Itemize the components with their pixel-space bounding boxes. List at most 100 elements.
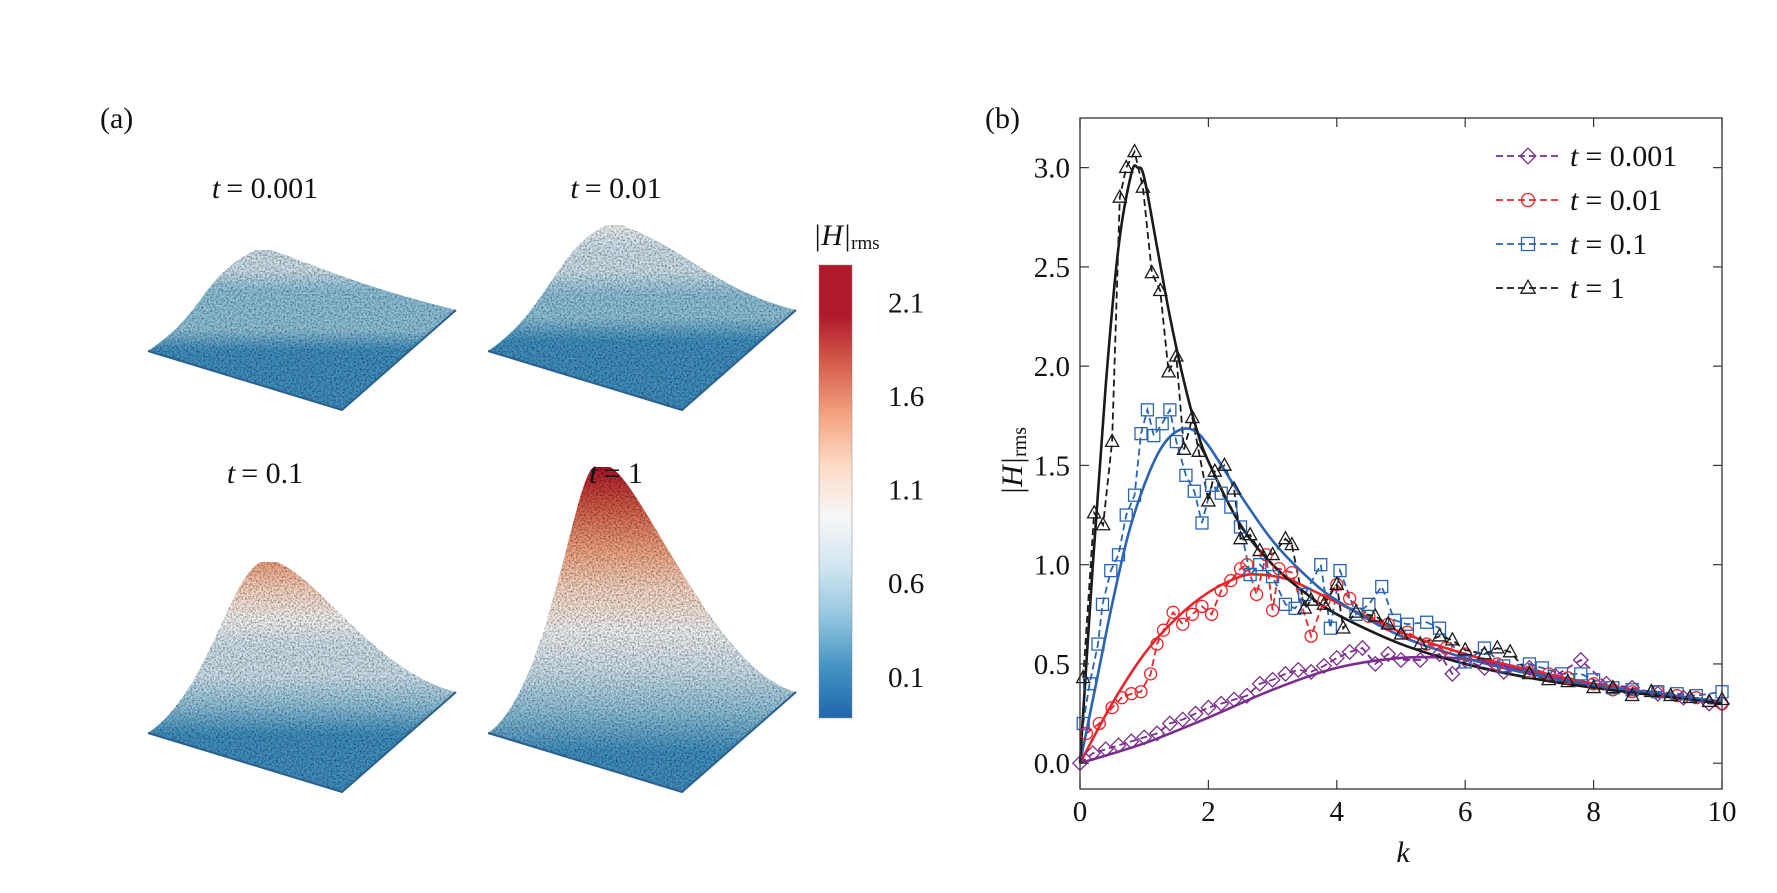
data-point (1277, 530, 1294, 545)
fit-curve-diamond (1079, 655, 1723, 765)
data-point (1095, 597, 1110, 612)
data-point (1625, 683, 1639, 697)
data-point (1323, 621, 1338, 635)
data-point (1179, 468, 1193, 482)
legend-marker-diamond (1519, 147, 1537, 165)
data-point (1184, 409, 1201, 424)
surface-mesh (148, 250, 456, 410)
surface-edge (147, 691, 457, 794)
surface-mesh (148, 562, 456, 792)
data-point (1264, 671, 1281, 688)
legend-label: t = 0.01 (1570, 184, 1662, 217)
data-point (1701, 695, 1718, 712)
x-axis-label: k (1396, 836, 1410, 869)
data-point (1240, 558, 1254, 572)
data-point (1444, 631, 1461, 646)
data-point (1176, 440, 1192, 455)
data-point (1110, 737, 1127, 754)
surface-plot (147, 562, 457, 794)
data-point (1651, 685, 1665, 699)
fit-curve-circle (1078, 572, 1723, 764)
data-point (1265, 603, 1280, 617)
data-point (1076, 716, 1090, 731)
legend-label-value: = 0.01 (1585, 184, 1662, 217)
colorbar-tick-label: 0.1 (888, 662, 924, 694)
data-point (1375, 579, 1389, 594)
data-point (1253, 558, 1267, 572)
data-point (1277, 665, 1294, 682)
data-point (1166, 605, 1180, 619)
data-point (1264, 546, 1281, 561)
panel-b: (b) 0 2 4 6 8 10 0.0 0.5 1.0 1.5 2.0 2.5 3.0 k |H|rm… (985, 102, 1737, 869)
data-point (1586, 673, 1601, 687)
surface-title-variable: t (227, 457, 236, 490)
data-point (1148, 725, 1166, 742)
legend-marker-triangle (1519, 278, 1537, 294)
colorbar-tick-label: 1.6 (888, 381, 924, 413)
data-point (1420, 615, 1434, 629)
data-point (1489, 639, 1505, 654)
plot-frame (1079, 117, 1723, 790)
surface-edge (487, 691, 797, 794)
data-point (1136, 729, 1153, 746)
x-tick-label: 8 (1586, 796, 1601, 828)
data-point (1624, 687, 1640, 702)
surface-title: t = 1 (589, 457, 643, 490)
data-point (1134, 685, 1148, 699)
y-tick-label: 1.5 (1034, 450, 1070, 482)
fit-curve-square (1078, 427, 1723, 764)
data-point (1476, 659, 1493, 677)
surface-title: t = 0.01 (570, 172, 661, 205)
data-point (1420, 637, 1434, 651)
data-point (1147, 428, 1161, 443)
data-point (1522, 657, 1537, 671)
panel-a: (a) t = 0.001 t = 0.01t = 0.1 t = 1 |H|rms 2.1… (100, 102, 924, 794)
data-point (1367, 607, 1384, 622)
axis-ticks: 0 2 4 6 8 10 0.0 0.5 1.0 1.5 2.0 2.5 3.0 (1034, 118, 1737, 828)
surface-title-value: = 1 (603, 457, 642, 490)
data-point (1200, 492, 1217, 507)
y-axis-label-main: |H| (996, 457, 1029, 495)
y-tick-label: 0.5 (1034, 649, 1070, 681)
data-line-square (1082, 406, 1723, 724)
data-point (1249, 587, 1264, 602)
data-point (1224, 573, 1238, 588)
colorbar-label-main: |H| (813, 219, 851, 252)
data-point (1316, 595, 1332, 610)
data-point (1123, 733, 1140, 750)
data-point (1342, 591, 1357, 606)
y-axis-label: |H|rms (996, 427, 1031, 495)
data-point (1278, 597, 1293, 612)
data-point (1105, 700, 1119, 715)
data-point (1303, 663, 1320, 680)
data-point (1335, 619, 1351, 634)
data-point (1662, 687, 1679, 702)
data-point (1367, 655, 1384, 673)
data-point (1458, 655, 1472, 669)
data-point (1304, 629, 1318, 643)
data-point (1092, 716, 1106, 731)
data-point (1124, 687, 1139, 701)
data-point (1362, 597, 1376, 612)
surface-title: t = 0.1 (227, 457, 303, 490)
surface-title-variable: t (589, 457, 598, 490)
data-point (1535, 661, 1549, 675)
surface-title-variable: t (570, 172, 579, 205)
colorbar-tick-label: 0.6 (888, 568, 924, 600)
data-point (1112, 188, 1128, 203)
y-tick-label: 1.0 (1034, 550, 1070, 582)
surface-title-value: = 0.1 (241, 457, 303, 490)
surface-mesh (488, 225, 796, 410)
colorbar: |H|rms 2.1 1.6 1.1 0.6 0.1 (813, 219, 924, 719)
data-point (1204, 607, 1219, 621)
data-point (1431, 627, 1448, 642)
data-point (1161, 715, 1178, 732)
data-point (1643, 683, 1660, 698)
data-point (1082, 677, 1097, 691)
data-point (1392, 651, 1410, 669)
data-point (1152, 282, 1168, 297)
legend-label-variable: t (1570, 228, 1579, 261)
y-tick-label: 2.0 (1034, 351, 1070, 383)
legend-label: t = 1 (1570, 272, 1625, 305)
data-point (1156, 623, 1171, 637)
